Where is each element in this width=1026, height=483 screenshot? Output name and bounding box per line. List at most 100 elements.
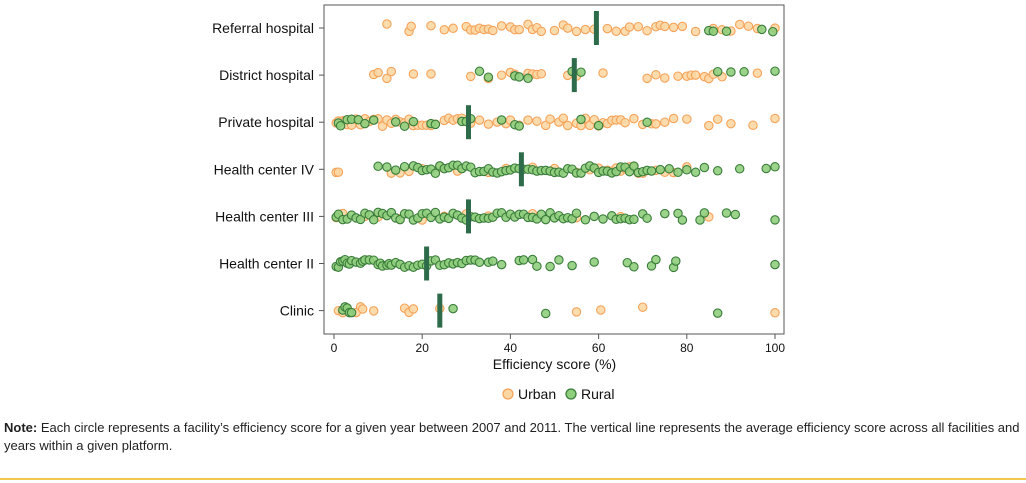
data-point	[448, 23, 458, 34]
data-point	[668, 22, 679, 33]
data-point	[677, 21, 688, 32]
data-point	[660, 208, 670, 219]
bottom-rule	[0, 478, 1026, 480]
data-point	[677, 215, 688, 225]
data-point	[690, 167, 701, 178]
data-point	[368, 306, 379, 316]
data-point	[390, 117, 401, 127]
data-point	[357, 304, 368, 314]
category-label: District hospital	[219, 67, 314, 83]
data-point	[721, 208, 732, 218]
data-point	[734, 164, 745, 174]
data-point	[580, 215, 591, 225]
data-point	[699, 208, 710, 218]
legend-urban-swatch	[502, 388, 514, 400]
data-point	[695, 215, 705, 225]
category-label: Private hospital	[218, 114, 314, 130]
data-point	[571, 26, 582, 37]
data-point	[373, 161, 383, 172]
data-point	[465, 71, 476, 82]
data-point	[554, 255, 564, 265]
data-point	[682, 114, 692, 124]
data-point	[386, 66, 397, 77]
data-point	[523, 73, 533, 84]
data-point	[540, 214, 551, 225]
data-point	[571, 208, 582, 218]
data-point	[690, 26, 701, 37]
data-point	[576, 67, 586, 77]
data-point	[488, 25, 498, 36]
mean-line	[424, 246, 430, 281]
mean-line	[466, 199, 471, 234]
data-point	[637, 302, 648, 312]
data-point	[770, 113, 780, 124]
data-point	[770, 259, 780, 270]
data-point	[562, 23, 573, 33]
data-point	[540, 308, 551, 319]
data-point	[712, 114, 723, 124]
data-point	[545, 261, 555, 272]
data-point	[382, 19, 392, 29]
data-point	[708, 26, 719, 37]
data-point	[474, 115, 485, 125]
mean-line	[437, 293, 443, 328]
data-point	[536, 69, 547, 79]
data-point	[651, 119, 661, 129]
data-point	[589, 257, 599, 267]
data-point	[664, 164, 674, 174]
footnote-label: Note:	[4, 420, 38, 435]
mean-line	[571, 58, 577, 93]
data-point	[598, 68, 608, 78]
data-point	[474, 66, 485, 77]
data-point	[593, 120, 604, 131]
data-point	[496, 259, 507, 270]
data-point	[430, 207, 441, 218]
data-point	[757, 24, 767, 35]
data-point	[426, 20, 436, 31]
data-point	[629, 113, 639, 124]
data-point	[567, 260, 577, 271]
x-axis-title: Efficiency score (%)	[493, 356, 616, 372]
data-point	[721, 26, 732, 37]
data-point	[668, 113, 679, 124]
data-point	[483, 72, 494, 82]
legend-rural-label: Rural	[581, 386, 614, 402]
data-point	[629, 161, 639, 171]
category-labels: Referral hospital District hospital Privat…	[212, 20, 324, 319]
data-point	[770, 215, 780, 225]
data-point	[408, 116, 419, 127]
data-point	[602, 23, 613, 34]
x-tick-label: 0	[331, 341, 338, 355]
data-point	[368, 115, 379, 125]
mean-line	[593, 11, 599, 45]
data-point	[699, 162, 710, 173]
category-label: Clinic	[280, 303, 314, 319]
data-point	[651, 70, 661, 80]
data-point	[642, 117, 652, 128]
data-point	[488, 256, 498, 266]
data-point	[549, 25, 560, 36]
data-point	[373, 67, 383, 78]
data-point	[598, 214, 608, 224]
data-point	[743, 21, 754, 31]
data-point	[545, 114, 555, 124]
data-point	[426, 69, 436, 79]
data-point	[660, 73, 670, 83]
data-point	[671, 256, 681, 266]
data-point	[770, 162, 780, 172]
data-point	[408, 304, 419, 314]
points-layer	[331, 19, 780, 319]
mean-line	[466, 105, 471, 140]
legend-rural-swatch	[565, 388, 577, 400]
x-axis: 0 20 40 60 80 100	[331, 334, 785, 355]
x-tick-label: 60	[592, 341, 606, 355]
legend-urban-label: Urban	[518, 386, 556, 402]
data-point	[682, 165, 692, 175]
data-point	[496, 115, 507, 125]
data-point	[399, 121, 410, 131]
data-point	[624, 22, 635, 32]
data-point	[406, 21, 416, 32]
data-point	[596, 305, 606, 315]
data-point	[558, 113, 569, 123]
data-point	[655, 164, 666, 175]
